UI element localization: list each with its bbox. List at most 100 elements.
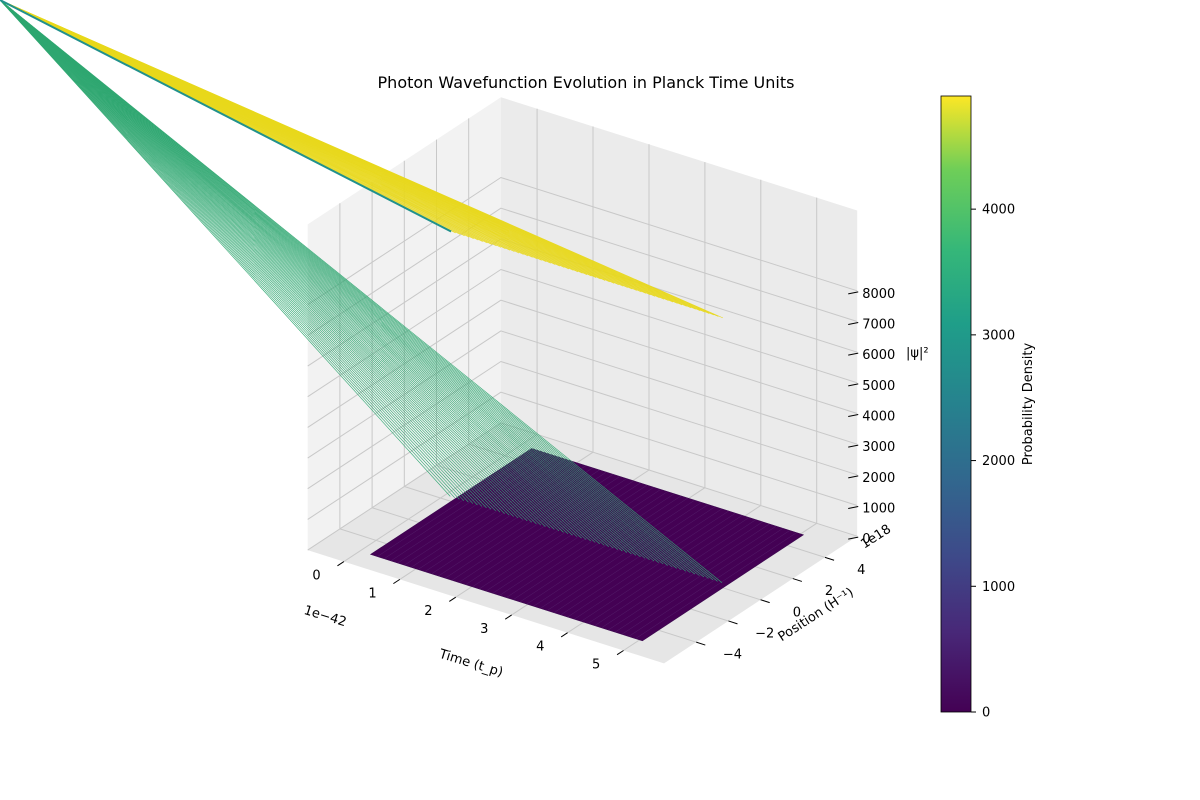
shoulder-mesh-line <box>0 0 483 507</box>
shoulder-mesh-line <box>0 0 619 550</box>
shoulder-mesh-line <box>0 0 478 506</box>
grid-line-density-8 <box>307 176 858 306</box>
floor-mesh-line <box>390 454 553 562</box>
floor-mesh-line <box>587 517 750 624</box>
density-tick-label-8: 8000 <box>862 287 895 302</box>
peak-mesh-line <box>0 0 723 319</box>
shoulder-mesh-line <box>0 0 564 533</box>
shoulder-mesh-line <box>0 0 523 520</box>
shoulder-mesh-line <box>0 0 501 513</box>
floor-mesh-line <box>581 515 743 622</box>
density-tick-label-1: 1000 <box>862 501 895 516</box>
y-offset-label: 1e18 <box>858 522 894 552</box>
shoulder-mesh-line <box>0 0 614 549</box>
density-tick-label-3: 3000 <box>862 440 895 455</box>
position-tick-label-2: 0 <box>793 605 801 620</box>
floor-mesh-line <box>411 461 573 568</box>
shoulder-mesh-line <box>0 0 505 514</box>
shoulder-mesh-line <box>0 0 641 558</box>
grid-line-density-7 <box>307 207 858 336</box>
z-axis-label: |ψ|² <box>906 346 929 361</box>
grid-line-density-1 <box>307 391 858 520</box>
shoulder-mesh-line <box>0 0 677 569</box>
y-axis-label: Position (H⁻¹) <box>776 585 857 645</box>
shoulder-mesh-line <box>0 0 560 532</box>
density-tick-label-7: 7000 <box>862 317 895 332</box>
density-tick-5 <box>848 383 859 387</box>
shoulder-mesh-line <box>0 0 551 529</box>
position-tick-label-3: 2 <box>825 584 833 599</box>
shoulder-mesh-line <box>0 0 528 522</box>
shoulder-mesh-line <box>0 0 578 537</box>
floor-mesh-line <box>567 510 729 618</box>
shoulder-mesh-line <box>0 0 533 523</box>
axis-ticks: 0 1 2 3 4 5 −4 −2 0 2 4 0 1000 2000 3000 4000 5000 6000 70… <box>312 287 895 673</box>
shoulder-mesh-line <box>0 0 492 510</box>
shoulder-mesh-line <box>0 0 646 559</box>
floor-mesh-line <box>615 525 777 633</box>
colorbar-tick-label-4: 4000 <box>982 203 1015 218</box>
density-tick-label-6: 6000 <box>862 348 895 363</box>
position-tick-3 <box>792 578 803 582</box>
shoulder-mesh-line <box>0 0 569 535</box>
position-tick-label-0: −4 <box>723 648 742 663</box>
colorbar-label: Probability Density <box>1021 343 1036 466</box>
density-tick-label-0: 0 <box>862 532 870 547</box>
grid-line-density-2 <box>307 360 858 490</box>
time-tick-label-2: 2 <box>424 604 432 619</box>
floor-mesh-line <box>608 523 770 631</box>
floor-mesh-line <box>553 506 716 613</box>
floor-mesh-line <box>621 528 784 635</box>
density-tick-0 <box>848 536 859 540</box>
shoulder-mesh-line <box>0 0 465 501</box>
position-tick-0 <box>696 641 706 646</box>
shoulder-mesh-line <box>0 0 596 543</box>
floor-mesh-line <box>519 495 682 603</box>
position-tick-1 <box>728 620 738 625</box>
density-tick-3 <box>848 444 859 448</box>
x-axis-label: Time (t_p) <box>436 647 504 681</box>
density-tick-7 <box>848 322 859 325</box>
time-tick-label-3: 3 <box>480 622 488 637</box>
time-tick-0 <box>337 561 345 567</box>
shoulder-mesh-line <box>0 0 537 524</box>
time-tick-5 <box>616 650 624 656</box>
floor-mesh-line <box>635 532 797 639</box>
time-tick-3 <box>504 614 512 620</box>
floor-mesh-line <box>526 497 688 605</box>
shoulder-mesh-line <box>0 0 632 555</box>
floor-mesh-line <box>492 487 655 594</box>
shoulder-mesh-line <box>0 0 587 540</box>
colorbar-gradient <box>940 95 972 713</box>
shoulder-mesh-line <box>0 0 469 503</box>
peak-left-edge <box>0 0 452 233</box>
floor-mesh-line <box>574 512 736 620</box>
time-tick-4 <box>560 632 568 638</box>
density-tick-1 <box>848 506 859 509</box>
time-tick-label-1: 1 <box>368 586 376 601</box>
back-pane <box>500 97 858 537</box>
shoulder-mesh-line <box>0 0 668 566</box>
colorbar-tick-label-0: 0 <box>982 706 990 721</box>
grid-line-density-0 <box>307 422 858 551</box>
shoulder-mesh-line <box>0 0 546 527</box>
shoulder-mesh-line <box>0 0 664 565</box>
density-tick-label-4: 4000 <box>862 409 895 424</box>
shoulder-mesh-line <box>0 0 573 536</box>
shoulder-mesh-line <box>0 0 659 563</box>
shoulder-mesh-line <box>0 0 555 530</box>
shoulder-mesh-line <box>0 0 496 511</box>
shoulder-mesh-line <box>0 0 610 547</box>
floor-mesh-line <box>472 480 634 587</box>
density-tick-6 <box>848 352 859 356</box>
time-tick-1 <box>393 578 401 585</box>
colorbar-ticks: 0 1000 2000 3000 4000 <box>971 203 1015 721</box>
density-tick-2 <box>848 475 859 479</box>
colorbar-tick-label-1: 1000 <box>982 580 1015 595</box>
shoulder-mesh-line <box>0 0 460 500</box>
floor-mesh-line <box>540 502 702 609</box>
grid-line-density-3 <box>307 330 858 459</box>
shoulder-mesh-line <box>0 0 510 516</box>
shoulder-mesh-line <box>0 0 605 546</box>
shoulder-mesh-line <box>0 0 623 552</box>
